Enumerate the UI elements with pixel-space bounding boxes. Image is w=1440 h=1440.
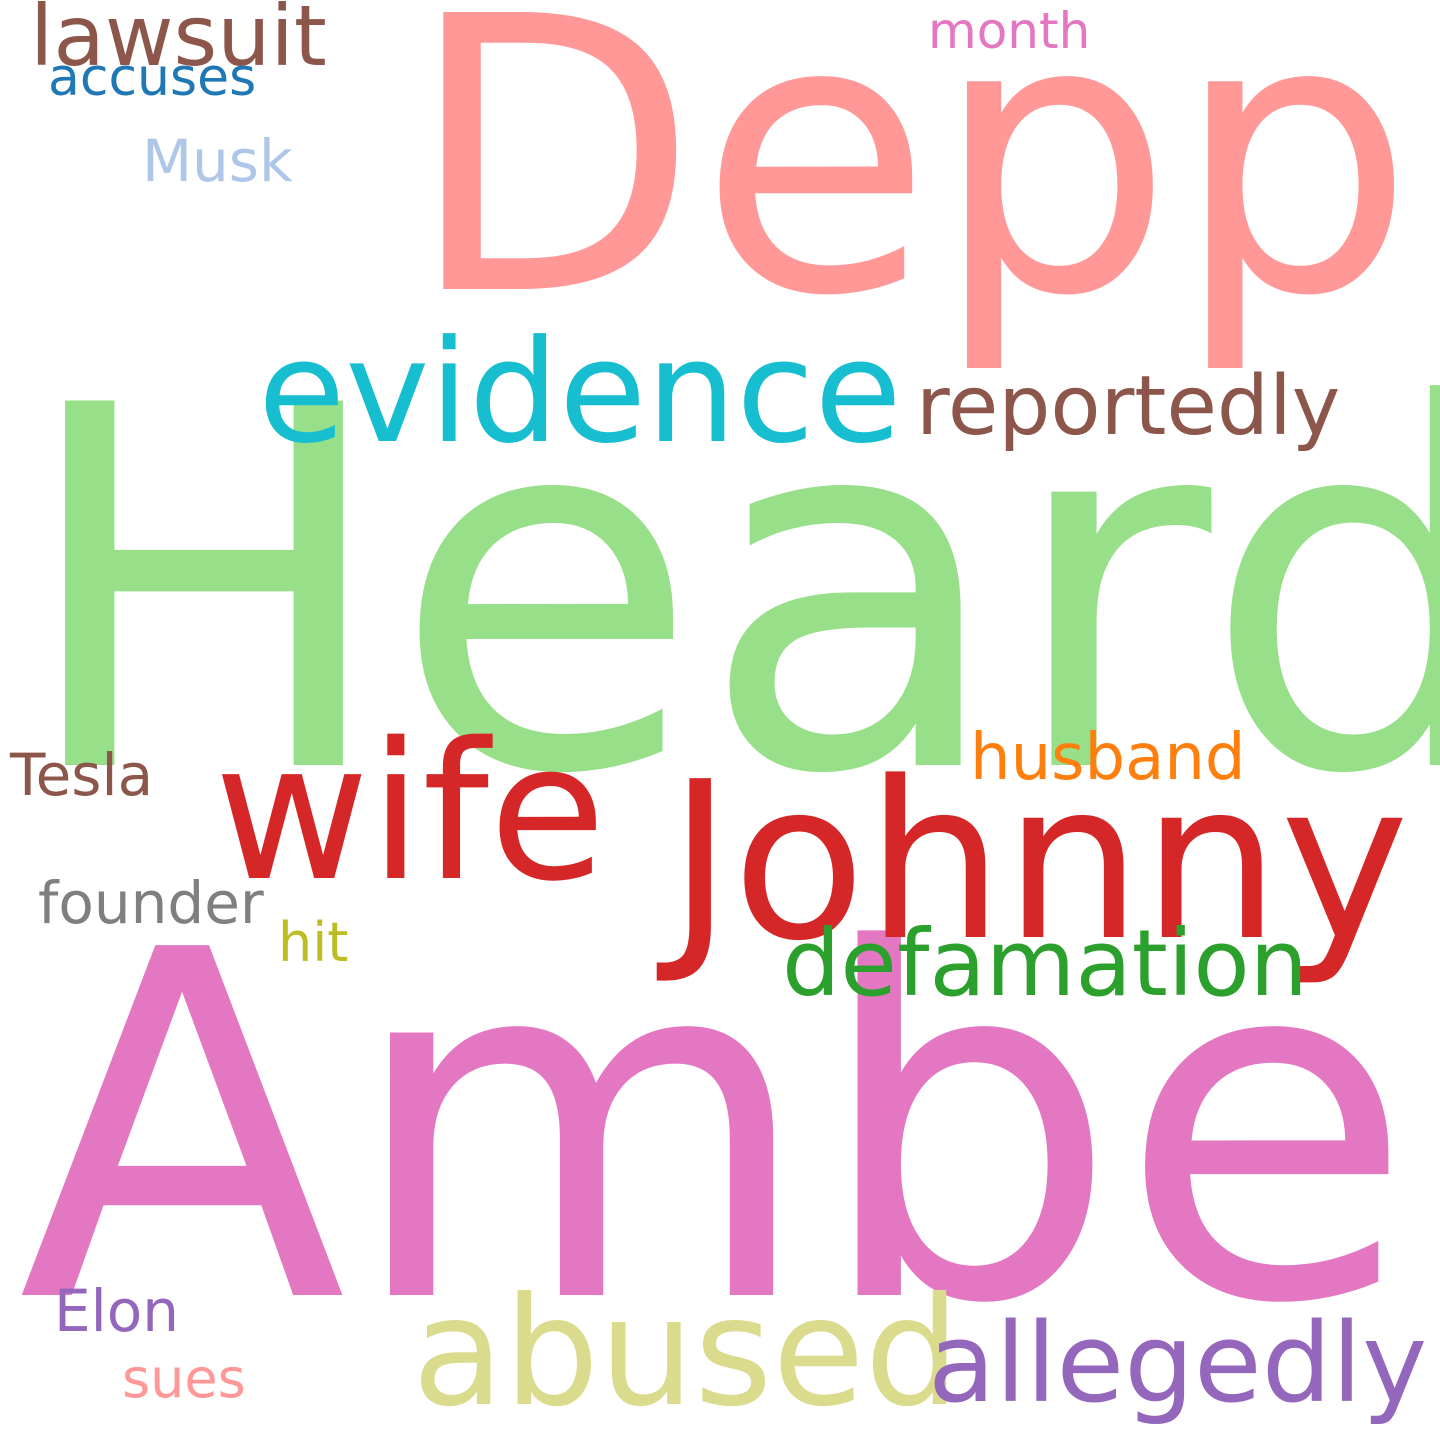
word-lawsuit: lawsuit xyxy=(30,0,327,85)
word-husband: husband xyxy=(970,721,1246,795)
word-founder: founder xyxy=(38,869,264,937)
word-accuses: accuses xyxy=(48,48,257,108)
word-elon: Elon xyxy=(54,1277,180,1345)
word-evidence: evidence xyxy=(258,310,902,475)
word-heard: Heard xyxy=(16,301,1440,883)
word-tesla: Tesla xyxy=(10,741,154,809)
word-month: month xyxy=(928,2,1091,60)
word-depp: Depp xyxy=(406,0,1415,379)
word-allegedly: allegedly xyxy=(928,1299,1428,1427)
word-wife: wife xyxy=(214,702,606,923)
word-defamation: defamation xyxy=(782,910,1308,1017)
word-hit: hit xyxy=(278,911,349,974)
word-musk: Musk xyxy=(142,127,293,195)
word-amber: Amber xyxy=(18,850,1440,1409)
word-sues: sues xyxy=(122,1347,246,1410)
word-abused: abused xyxy=(412,1266,960,1440)
word-johnny: Johnny xyxy=(668,736,1410,989)
word-reportedly: reportedly xyxy=(916,359,1341,454)
